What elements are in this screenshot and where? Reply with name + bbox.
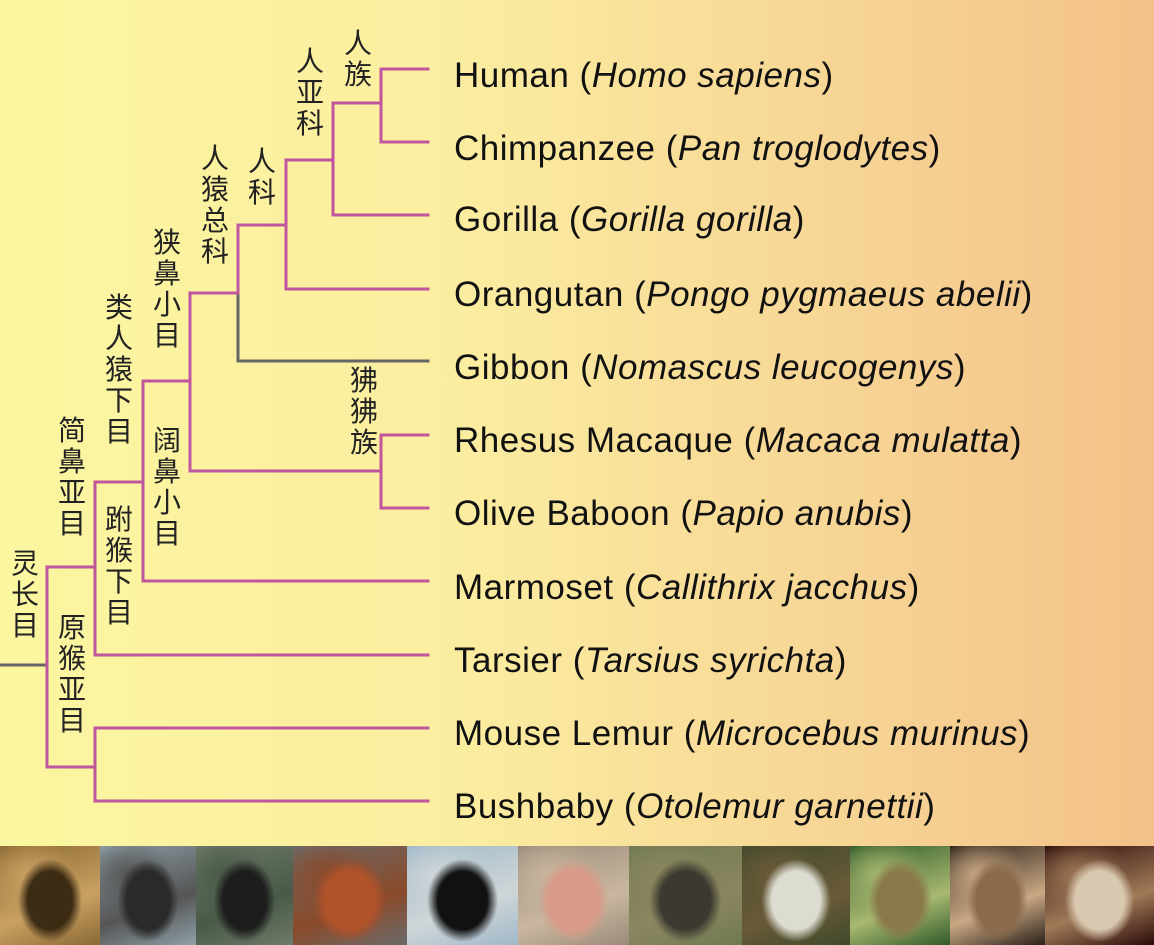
photo-bushbaby [1045, 846, 1154, 945]
clade-label-primates: 灵长目 [10, 547, 39, 642]
photo-tarsier [850, 846, 950, 945]
clade-label-strepsirrhini: 原猴亚目 [57, 611, 86, 737]
photo-orangutan [293, 846, 407, 945]
clade-label-catarrhini: 狭鼻小目 [152, 226, 181, 352]
photo-human [0, 846, 100, 945]
taxon-common-name: Gorilla [454, 200, 559, 239]
taxon-latin-name: Callithrix jacchus [635, 568, 908, 607]
taxon-label: Tarsier (Tarsius syrichta) [454, 641, 847, 680]
taxon-label: Bushbaby (Otolemur garnettii) [454, 787, 936, 826]
species-photo-strip [0, 846, 1154, 945]
taxon-label: Gibbon (Nomascus leucogenys) [454, 348, 967, 387]
taxon-common-name: Bushbaby [454, 787, 614, 826]
photo-marmoset [742, 846, 850, 945]
photo-rhesus-macaque [518, 846, 629, 945]
taxon-latin-name: Homo sapiens [591, 56, 822, 95]
taxon-latin-name: Papio anubis [692, 494, 901, 533]
photo-mouse-lemur [950, 846, 1045, 945]
taxon-common-name: Chimpanzee [454, 129, 656, 168]
taxon-common-name: Mouse Lemur [454, 714, 674, 753]
taxon-common-name: Orangutan [454, 275, 624, 314]
clade-label-hominidae: 人科 [247, 145, 276, 209]
clade-label-papionini: 狒狒族 [349, 364, 378, 459]
photo-gorilla [196, 846, 293, 945]
taxon-latin-name: Nomascus leucogenys [592, 348, 954, 387]
taxon-label: Human (Homo sapiens) [454, 56, 834, 95]
photo-gibbon [407, 846, 518, 945]
taxon-common-name: Olive Baboon [454, 494, 671, 533]
taxon-common-name: Tarsier [454, 641, 563, 680]
taxon-label: Marmoset (Callithrix jacchus) [454, 568, 920, 607]
taxon-latin-name: Pan troglodytes [677, 129, 929, 168]
taxon-common-name: Gibbon [454, 348, 570, 387]
photo-olive-baboon [629, 846, 742, 945]
phylogenetic-tree [0, 67, 430, 803]
taxon-latin-name: Pongo pygmaeus abelii [646, 275, 1021, 314]
taxon-label: Olive Baboon (Papio anubis) [454, 494, 914, 533]
taxon-latin-name: Otolemur garnettii [636, 787, 924, 826]
clade-label-hominini: 人族 [343, 27, 372, 91]
taxon-label: Orangutan (Pongo pygmaeus abelii) [454, 275, 1033, 314]
photo-chimpanzee [100, 846, 196, 945]
taxon-latin-name: Microcebus murinus [695, 714, 1019, 753]
taxon-label: Gorilla (Gorilla gorilla) [454, 200, 805, 239]
clade-label-haplorhini: 简鼻亚目 [57, 414, 86, 540]
taxon-common-name: Marmoset [454, 568, 614, 607]
clade-label-tarsiiformes: 跗猴下目 [104, 503, 133, 629]
taxon-label: Chimpanzee (Pan troglodytes) [454, 129, 941, 168]
taxon-latin-name: Tarsius syrichta [584, 641, 835, 680]
taxon-latin-name: Gorilla gorilla [581, 200, 793, 239]
clade-label-simiiformes: 类人猿下目 [104, 291, 133, 448]
taxon-common-name: Rhesus Macaque [454, 421, 734, 460]
clade-label-homininae: 人亚科 [295, 45, 324, 140]
taxon-common-name: Human [454, 56, 570, 95]
clade-label-platyrrhini: 阔鼻小目 [152, 424, 181, 550]
taxon-latin-name: Macaca mulatta [755, 421, 1010, 460]
taxon-label: Mouse Lemur (Microcebus murinus) [454, 714, 1031, 753]
clade-label-hominoidea: 人猿总科 [200, 142, 229, 268]
taxon-label: Rhesus Macaque (Macaca mulatta) [454, 421, 1022, 460]
